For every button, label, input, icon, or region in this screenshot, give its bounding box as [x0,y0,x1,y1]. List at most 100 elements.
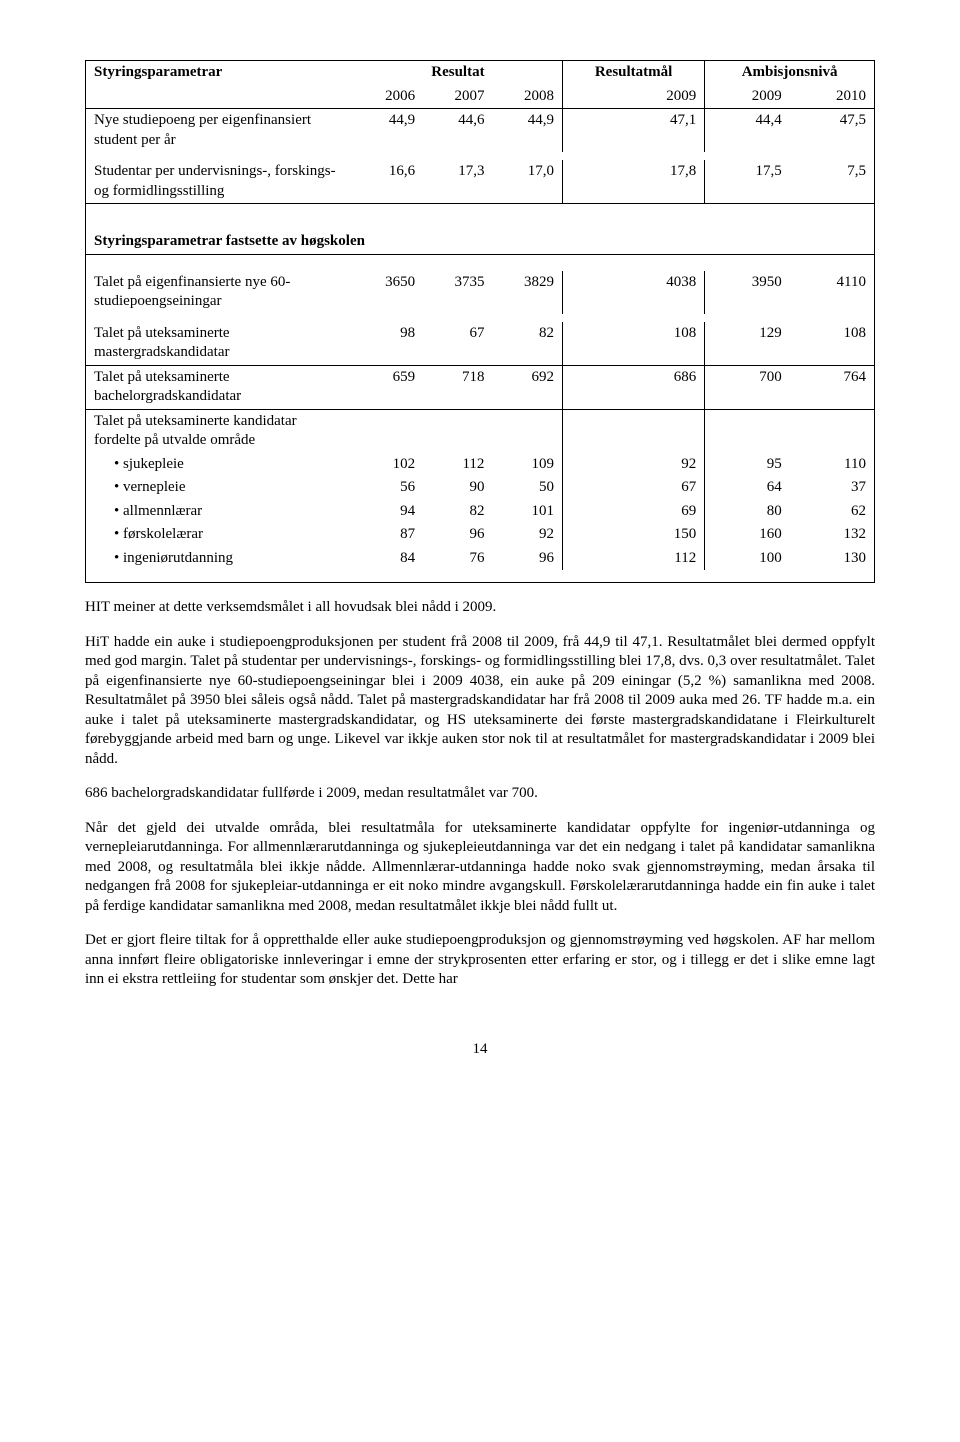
cell: 98 [354,322,423,366]
table-year-row: 2006 2007 2008 2009 2009 2010 [86,85,874,109]
cell: 95 [705,453,790,477]
bullet-label: sjukepleie [114,456,184,472]
table-row: førskolelærar 87 96 92 150 160 132 [86,523,874,547]
cell: 16,6 [354,160,423,204]
cell: 150 [562,523,704,547]
cell: 92 [562,453,704,477]
paragraph: Når det gjeld dei utvalde områda, blei r… [85,819,875,917]
data-table: Styringsparametrar Resultat Resultatmål … [85,60,875,583]
cell: 7,5 [790,160,874,204]
cell: 101 [492,500,562,524]
table-row: Nye studiepoeng per eigenfinansiert stud… [86,109,874,153]
cell: 44,4 [705,109,790,153]
table-header-row: Styringsparametrar Resultat Resultatmål … [86,61,874,85]
year-cell: 2010 [790,85,874,109]
cell: 129 [705,322,790,366]
cell: 4110 [790,271,874,314]
cell: 67 [423,322,492,366]
cell: 47,1 [562,109,704,153]
table-row: vernepleie 56 90 50 67 64 37 [86,476,874,500]
cell: 112 [562,547,704,571]
cell: 17,5 [705,160,790,204]
cell: 44,6 [423,109,492,153]
cell: 3950 [705,271,790,314]
row-label: Talet på uteksaminerte bachelorgradskand… [86,365,354,409]
paragraph: Det er gjort fleire tiltak for å opprett… [85,931,875,990]
cell: 686 [562,365,704,409]
cell: 109 [492,453,562,477]
cell: 130 [790,547,874,571]
cell: 67 [562,476,704,500]
cell: 112 [423,453,492,477]
cell: 3829 [492,271,562,314]
cell: 44,9 [492,109,562,153]
cell: 50 [492,476,562,500]
cell: 659 [354,365,423,409]
cell: 160 [705,523,790,547]
header-styringsparametrar: Styringsparametrar [86,61,354,85]
section-header: Styringsparametrar fastsette av høgskole… [86,230,874,254]
cell: 56 [354,476,423,500]
cell: 718 [423,365,492,409]
cell: 37 [790,476,874,500]
year-cell: 2006 [354,85,423,109]
bullet-label: allmennlærar [114,503,202,519]
paragraph: HiT hadde ein auke i studiepoengproduksj… [85,633,875,770]
cell: 80 [705,500,790,524]
paragraph: 686 bachelorgradskandidatar fullførde i … [85,784,875,804]
bullet-label: ingeniørutdanning [114,550,233,566]
cell: 132 [790,523,874,547]
table-row: ingeniørutdanning 84 76 96 112 100 130 [86,547,874,571]
cell: 96 [492,547,562,571]
cell: 96 [423,523,492,547]
year-cell: 2008 [492,85,562,109]
paragraph: HIT meiner at dette verksemdsmålet i all… [85,598,875,618]
cell: 110 [790,453,874,477]
cell: 84 [354,547,423,571]
cell: 44,9 [354,109,423,153]
row-label: Talet på eigenfinansierte nye 60-studiep… [86,271,354,314]
cell: 4038 [562,271,704,314]
cell: 90 [423,476,492,500]
cell: 17,8 [562,160,704,204]
row-label: Talet på uteksaminerte mastergradskandid… [86,322,354,366]
cell: 3650 [354,271,423,314]
cell: 69 [562,500,704,524]
row-label: Talet på uteksaminerte kandidatar fordel… [86,409,354,453]
header-resultatmal: Resultatmål [562,61,704,85]
year-cell: 2009 [705,85,790,109]
cell: 764 [790,365,874,409]
cell: 76 [423,547,492,571]
table-row: sjukepleie 102 112 109 92 95 110 [86,453,874,477]
cell: 82 [492,322,562,366]
year-cell: 2009 [562,85,704,109]
table-row: Studentar per undervisnings-, forskings-… [86,160,874,204]
cell: 87 [354,523,423,547]
cell: 17,3 [423,160,492,204]
row-label: Studentar per undervisnings-, forskings-… [86,160,354,204]
bullet-label: vernepleie [114,479,185,495]
cell: 3735 [423,271,492,314]
cell: 92 [492,523,562,547]
cell: 100 [705,547,790,571]
cell: 700 [705,365,790,409]
cell: 17,0 [492,160,562,204]
cell: 64 [705,476,790,500]
table-row: Talet på eigenfinansierte nye 60-studiep… [86,271,874,314]
header-ambisjonsniva: Ambisjonsnivå [705,61,874,85]
table-row: Talet på uteksaminerte kandidatar fordel… [86,409,874,453]
row-label: Nye studiepoeng per eigenfinansiert stud… [86,109,354,153]
cell: 108 [790,322,874,366]
year-cell: 2007 [423,85,492,109]
table-row: allmennlærar 94 82 101 69 80 62 [86,500,874,524]
section-label: Styringsparametrar fastsette av høgskole… [86,230,874,254]
cell: 94 [354,500,423,524]
cell: 102 [354,453,423,477]
cell: 692 [492,365,562,409]
header-resultat: Resultat [354,61,563,85]
table-row: Talet på uteksaminerte bachelorgradskand… [86,365,874,409]
cell: 108 [562,322,704,366]
cell: 47,5 [790,109,874,153]
cell: 62 [790,500,874,524]
cell: 82 [423,500,492,524]
